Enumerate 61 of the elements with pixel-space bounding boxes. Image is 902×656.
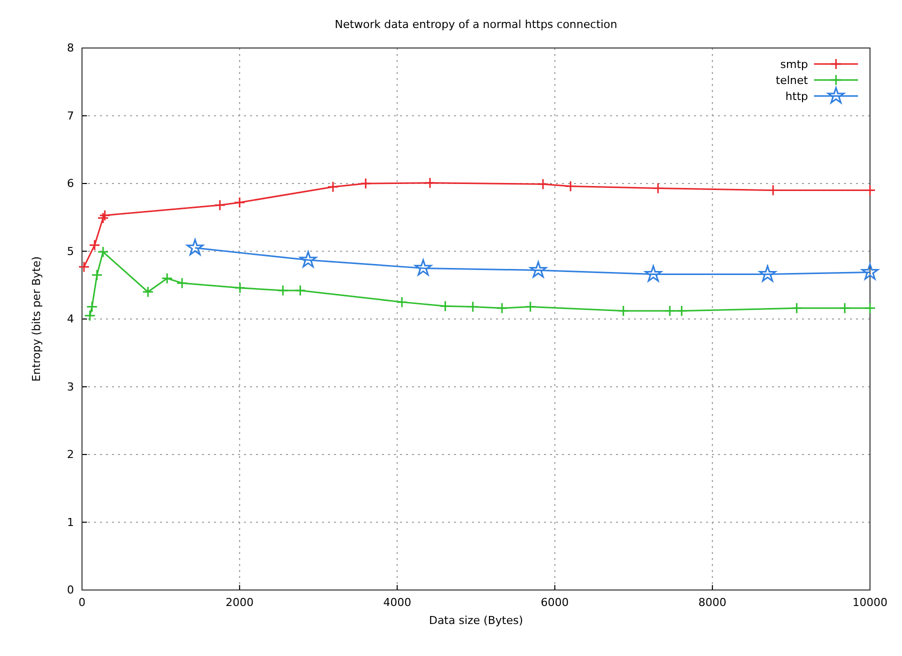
point: [396, 296, 408, 308]
point: [84, 310, 96, 322]
x-tick-label: 10000: [852, 596, 888, 609]
point: [664, 305, 676, 317]
x-tick-label: 8000: [698, 596, 726, 609]
x-tick-label: 0: [78, 596, 86, 609]
point: [277, 284, 289, 296]
point: [530, 261, 547, 278]
point: [440, 300, 452, 312]
point: [88, 239, 100, 251]
y-tick-label: 3: [67, 380, 74, 394]
x-axis-title: Data size (Bytes): [428, 614, 524, 627]
chart-title: Network data entropy of a normal https connection: [334, 18, 618, 31]
point: [99, 210, 111, 222]
legend-label: telnet: [776, 74, 809, 87]
point: [618, 305, 630, 317]
y-tick-label: 4: [67, 312, 74, 326]
point: [300, 251, 317, 268]
point: [424, 177, 436, 189]
point: [644, 265, 662, 282]
point: [496, 302, 508, 314]
legend-label: smtp: [780, 58, 808, 71]
point: [524, 301, 536, 313]
y-tick-label: 0: [67, 584, 74, 597]
y-tick-label: 1: [67, 516, 74, 529]
point: [467, 301, 479, 313]
point: [142, 286, 154, 298]
point: [91, 269, 103, 281]
point: [839, 302, 851, 314]
point: [97, 246, 109, 258]
point: [327, 181, 339, 193]
y-axis-title: Entropy (bits per Byte): [30, 256, 43, 382]
point: [861, 263, 879, 280]
point: [759, 265, 776, 282]
legend-label: http: [785, 90, 808, 103]
point: [234, 282, 246, 294]
point: [564, 180, 576, 192]
y-tick-label: 5: [67, 244, 74, 258]
x-tick-label: 2000: [226, 596, 254, 609]
point: [97, 212, 109, 224]
point: [78, 261, 90, 273]
point: [176, 277, 188, 289]
point: [161, 272, 173, 284]
point: [186, 238, 204, 256]
y-tick-label: 6: [67, 177, 74, 190]
point: [86, 301, 98, 313]
point: [537, 178, 549, 190]
point: [294, 284, 306, 296]
y-tick-label: 7: [67, 109, 74, 122]
point: [360, 178, 372, 190]
point: [234, 196, 246, 208]
point: [652, 182, 664, 194]
point: [676, 305, 688, 317]
y-tick-label: 2: [67, 448, 74, 462]
y-tick-label: 8: [67, 42, 74, 55]
point: [864, 302, 876, 314]
point: [790, 302, 802, 314]
point: [214, 199, 226, 211]
point: [414, 259, 432, 276]
x-tick-label: 6000: [540, 596, 569, 609]
x-tick-label: 4000: [383, 596, 412, 609]
